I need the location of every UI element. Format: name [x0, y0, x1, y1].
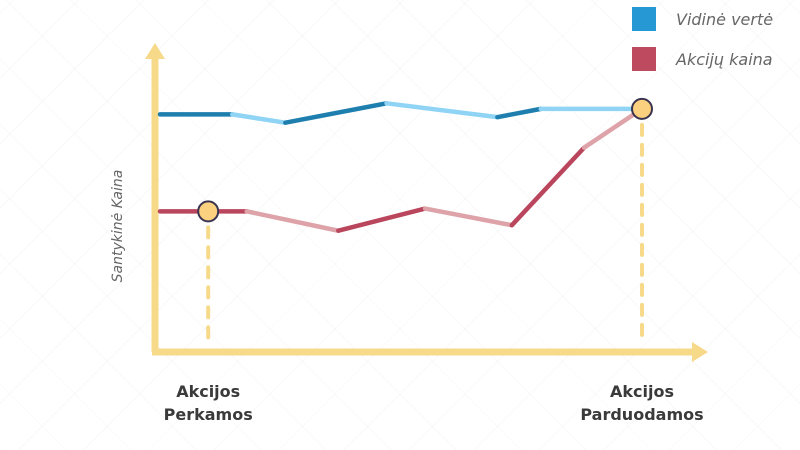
- series-2-segment-6: [581, 106, 645, 150]
- event-marker-1: [197, 200, 220, 223]
- legend-swatch-share-price: [632, 47, 656, 71]
- event-marker-2: [631, 97, 653, 120]
- x-axis-arrowhead: [692, 342, 708, 362]
- legend-item-share-price: Akcijų kaina: [632, 46, 773, 72]
- series-1-segment-5: [495, 106, 544, 120]
- series-2-segment-5: [509, 145, 587, 228]
- sell-marker-label: Akcijos Parduodamos: [580, 380, 703, 426]
- buy-marker-label: Akcijos Perkamos: [164, 380, 253, 426]
- series-1-segment-3: [283, 101, 389, 125]
- buy-label-line-2: Perkamos: [163, 405, 253, 424]
- sell-label-line-2: Parduodamos: [580, 405, 704, 424]
- sell-label-line-1: Akcijos: [609, 382, 674, 401]
- legend-swatch-intrinsic-value: [632, 7, 656, 31]
- buy-label-line-1: Akcijos: [176, 382, 241, 401]
- legend-label-intrinsic-value: Vidinė vertė: [676, 9, 774, 29]
- series-2-segment-3: [336, 206, 428, 233]
- y-axis-label: Santykinė Kaina: [110, 169, 126, 283]
- marker-guides: [206, 122, 644, 342]
- legend-item-intrinsic-value: Vidinė vertė: [632, 6, 773, 32]
- y-axis-arrowhead: [145, 43, 165, 59]
- series-1-segment-4: [384, 101, 500, 120]
- legend: Vidinė vertė Akcijų kaina: [632, 6, 773, 86]
- series-2-segment-2: [244, 209, 341, 233]
- series-2-segment-4: [422, 206, 515, 228]
- series-lines: [157, 101, 645, 233]
- legend-label-share-price: Akcijų kaina: [676, 49, 773, 69]
- event-markers: [197, 97, 653, 223]
- axes: [145, 43, 708, 362]
- series-1-segment-2: [230, 112, 288, 125]
